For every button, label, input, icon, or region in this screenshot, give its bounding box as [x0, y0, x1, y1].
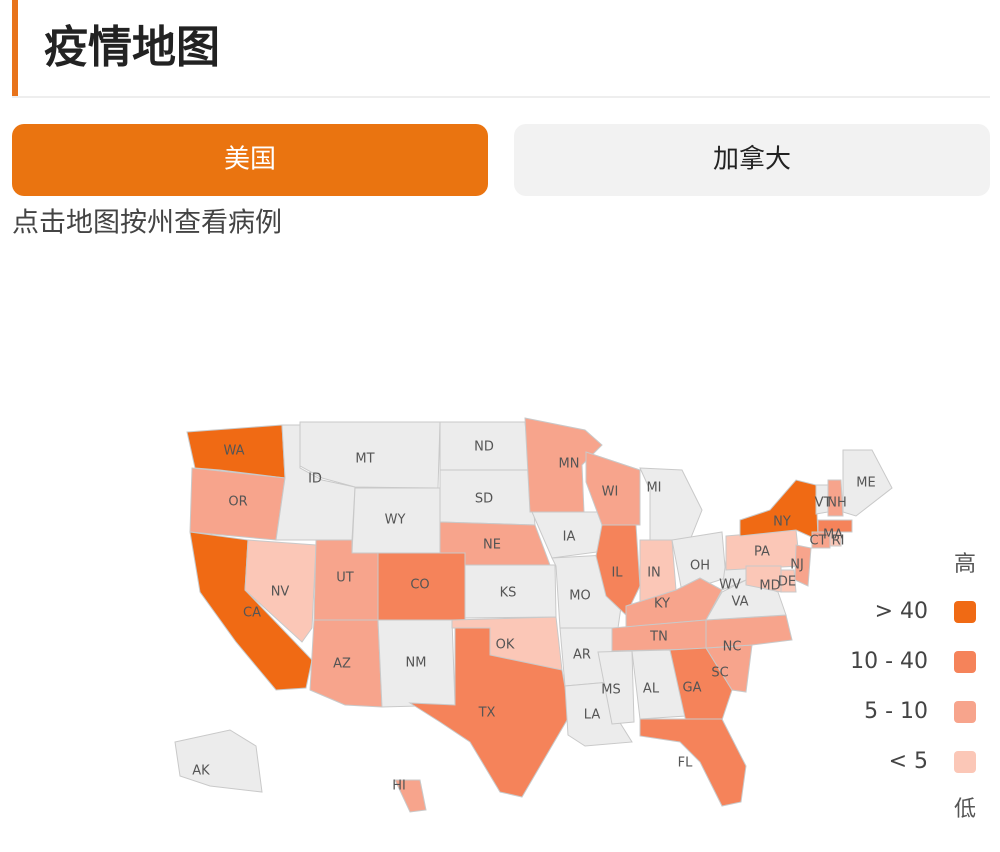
legend-label: 10 - 40: [850, 649, 928, 674]
tab-label[interactable]: 加拿大: [713, 145, 791, 175]
legend-swatch: [954, 651, 976, 673]
state[interactable]: [597, 650, 635, 725]
tab[interactable]: 加拿大: [514, 124, 990, 196]
state[interactable]: [725, 529, 801, 571]
state[interactable]: [464, 564, 557, 619]
legend-high: 高: [954, 552, 976, 577]
state[interactable]: [299, 421, 441, 489]
state[interactable]: [408, 627, 571, 798]
state[interactable]: [829, 531, 842, 547]
legend-low: 低: [954, 797, 976, 822]
state[interactable]: [244, 539, 317, 643]
state[interactable]: [639, 718, 747, 807]
tab-background[interactable]: [12, 124, 488, 196]
tab-background[interactable]: [514, 124, 990, 196]
legend-label: < 5: [889, 749, 928, 774]
legend: 高 > 40 10 - 40 5 - 10 < 5 低: [850, 552, 976, 822]
state[interactable]: [739, 479, 819, 541]
legend-swatch: [954, 751, 976, 773]
hint: 点击地图按州查看病例: [12, 208, 282, 239]
state[interactable]: [394, 779, 427, 813]
state[interactable]: [669, 647, 733, 723]
state[interactable]: [842, 449, 893, 517]
state[interactable]: [780, 569, 797, 593]
state[interactable]: [811, 531, 831, 549]
tabs: 美国 加拿大: [12, 124, 990, 196]
state[interactable]: [639, 467, 703, 541]
state[interactable]: [189, 467, 286, 541]
state[interactable]: [174, 729, 263, 793]
state[interactable]: [705, 614, 793, 649]
title-accent: [12, 0, 18, 96]
state[interactable]: [186, 424, 286, 479]
state[interactable]: [351, 487, 441, 554]
legend-label: 5 - 10: [864, 699, 928, 724]
state[interactable]: [439, 421, 531, 471]
state[interactable]: [377, 619, 456, 708]
tab-label[interactable]: 美国: [224, 145, 276, 175]
state[interactable]: [794, 544, 812, 587]
state[interactable]: [745, 565, 782, 593]
state[interactable]: [377, 552, 466, 621]
state-label: FL: [678, 756, 693, 771]
state[interactable]: [817, 519, 853, 533]
legend-swatch: [954, 701, 976, 723]
state[interactable]: [524, 417, 603, 513]
legend-swatch: [954, 601, 976, 623]
state[interactable]: [439, 469, 536, 526]
state[interactable]: [309, 619, 383, 708]
tab[interactable]: 美国: [12, 124, 488, 196]
state[interactable]: [827, 479, 844, 517]
state[interactable]: [815, 484, 829, 515]
page-title: 疫情地图: [44, 22, 220, 73]
legend-label: > 40: [875, 599, 928, 624]
